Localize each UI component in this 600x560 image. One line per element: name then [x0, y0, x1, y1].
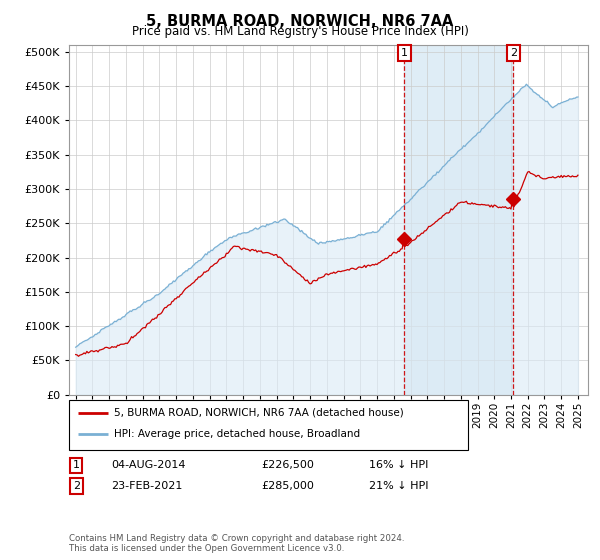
- Text: 5, BURMA ROAD, NORWICH, NR6 7AA: 5, BURMA ROAD, NORWICH, NR6 7AA: [146, 14, 454, 29]
- Text: Contains HM Land Registry data © Crown copyright and database right 2024.
This d: Contains HM Land Registry data © Crown c…: [69, 534, 404, 553]
- Text: £285,000: £285,000: [261, 481, 314, 491]
- Text: 21% ↓ HPI: 21% ↓ HPI: [369, 481, 428, 491]
- Text: 1: 1: [73, 460, 80, 470]
- Text: 5, BURMA ROAD, NORWICH, NR6 7AA (detached house): 5, BURMA ROAD, NORWICH, NR6 7AA (detache…: [114, 408, 404, 418]
- Text: 23-FEB-2021: 23-FEB-2021: [111, 481, 182, 491]
- Text: 16% ↓ HPI: 16% ↓ HPI: [369, 460, 428, 470]
- Text: 04-AUG-2014: 04-AUG-2014: [111, 460, 185, 470]
- Text: 2: 2: [510, 48, 517, 58]
- Text: Price paid vs. HM Land Registry's House Price Index (HPI): Price paid vs. HM Land Registry's House …: [131, 25, 469, 38]
- Text: £226,500: £226,500: [261, 460, 314, 470]
- Text: HPI: Average price, detached house, Broadland: HPI: Average price, detached house, Broa…: [114, 429, 360, 439]
- Text: 1: 1: [401, 48, 408, 58]
- Text: 2: 2: [73, 481, 80, 491]
- Bar: [404, 45, 513, 395]
